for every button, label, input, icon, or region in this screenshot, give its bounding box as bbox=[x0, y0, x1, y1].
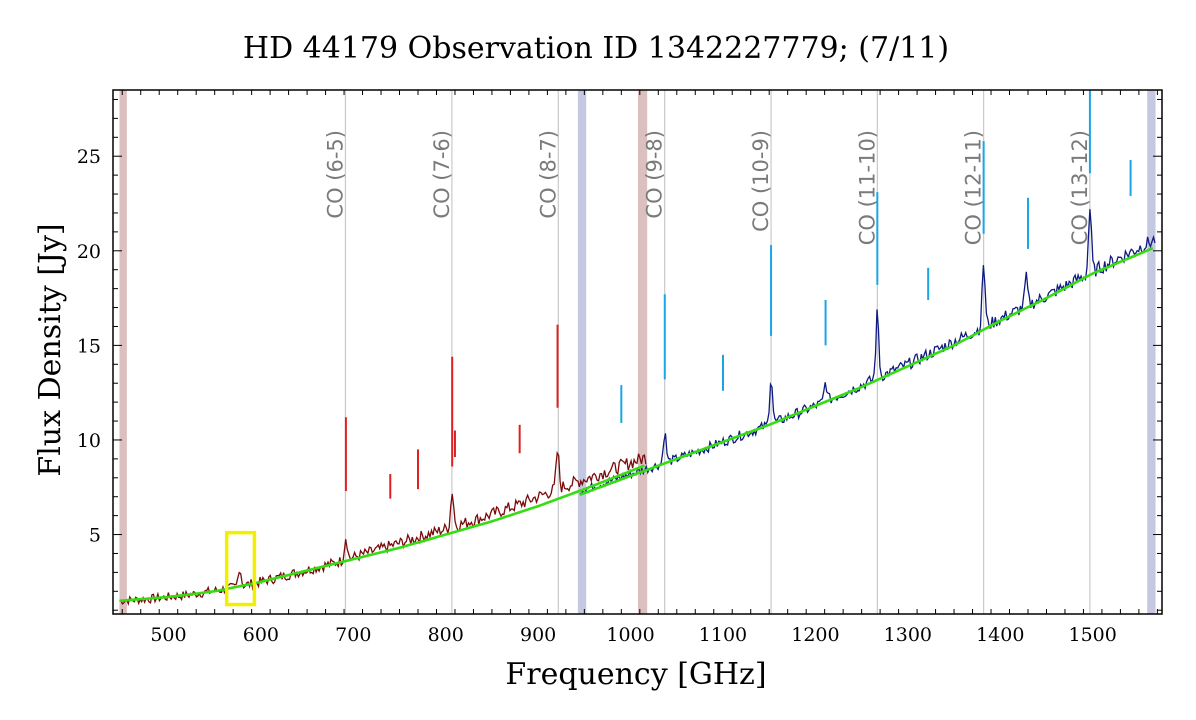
x-tick-label-4: 900 bbox=[520, 624, 556, 646]
co-label-0: CO (6-5) bbox=[323, 130, 347, 219]
x-tick-label-1: 600 bbox=[243, 624, 279, 646]
band-edge-ssw-3 bbox=[1147, 90, 1156, 614]
highlight-box bbox=[224, 530, 257, 607]
x-tick-label-9: 1400 bbox=[976, 624, 1024, 646]
band-edge-slw-0 bbox=[119, 90, 127, 614]
x-tick-label-3: 800 bbox=[428, 624, 464, 646]
ssw-continuum-fit-line bbox=[579, 246, 1154, 497]
co-label-7: CO (13-12) bbox=[1068, 130, 1092, 245]
x-tick-label-8: 1300 bbox=[884, 624, 932, 646]
x-tick-label-6: 1100 bbox=[699, 624, 747, 646]
co-label-2: CO (8-7) bbox=[536, 130, 560, 219]
co-label-5: CO (11-10) bbox=[855, 130, 879, 245]
x-tick-label-0: 500 bbox=[150, 624, 186, 646]
y-tick-label-3: 20 bbox=[77, 241, 101, 263]
band-edge-ssw-2 bbox=[577, 90, 587, 614]
chart-title: HD 44179 Observation ID 1342227779; (7/1… bbox=[243, 31, 949, 66]
y-axis-label: Flux Density [Jy] bbox=[33, 223, 68, 476]
x-axis-label: Frequency [GHz] bbox=[505, 657, 766, 692]
x-tick-label-5: 1000 bbox=[606, 624, 654, 646]
x-tick-label-7: 1200 bbox=[791, 624, 839, 646]
band-edge-slw-1 bbox=[637, 90, 648, 614]
y-tick-label-4: 25 bbox=[77, 146, 101, 168]
plot-frame bbox=[112, 89, 1163, 615]
x-tick-label-10: 1500 bbox=[1069, 624, 1117, 646]
y-tick-label-2: 15 bbox=[77, 335, 101, 357]
plot-area: CO (6-5) CO (7-6) CO (8-7) CO (9-8) CO (10-9… bbox=[77, 89, 1163, 646]
x-tick-label-2: 700 bbox=[335, 624, 371, 646]
co-label-6: CO (12-11) bbox=[962, 130, 986, 245]
y-tick-label-0: 5 bbox=[89, 525, 101, 547]
y-tick-label-1: 10 bbox=[77, 430, 101, 452]
spectra bbox=[119, 209, 1156, 607]
slw-continuum-fit-line bbox=[119, 464, 645, 603]
ssw-spectrum-line bbox=[579, 209, 1156, 495]
co-label-3: CO (9-8) bbox=[643, 130, 667, 219]
co-label-4: CO (10-9) bbox=[749, 130, 773, 232]
slw-spectrum-line bbox=[119, 450, 647, 607]
co-label-1: CO (7-6) bbox=[430, 130, 454, 219]
